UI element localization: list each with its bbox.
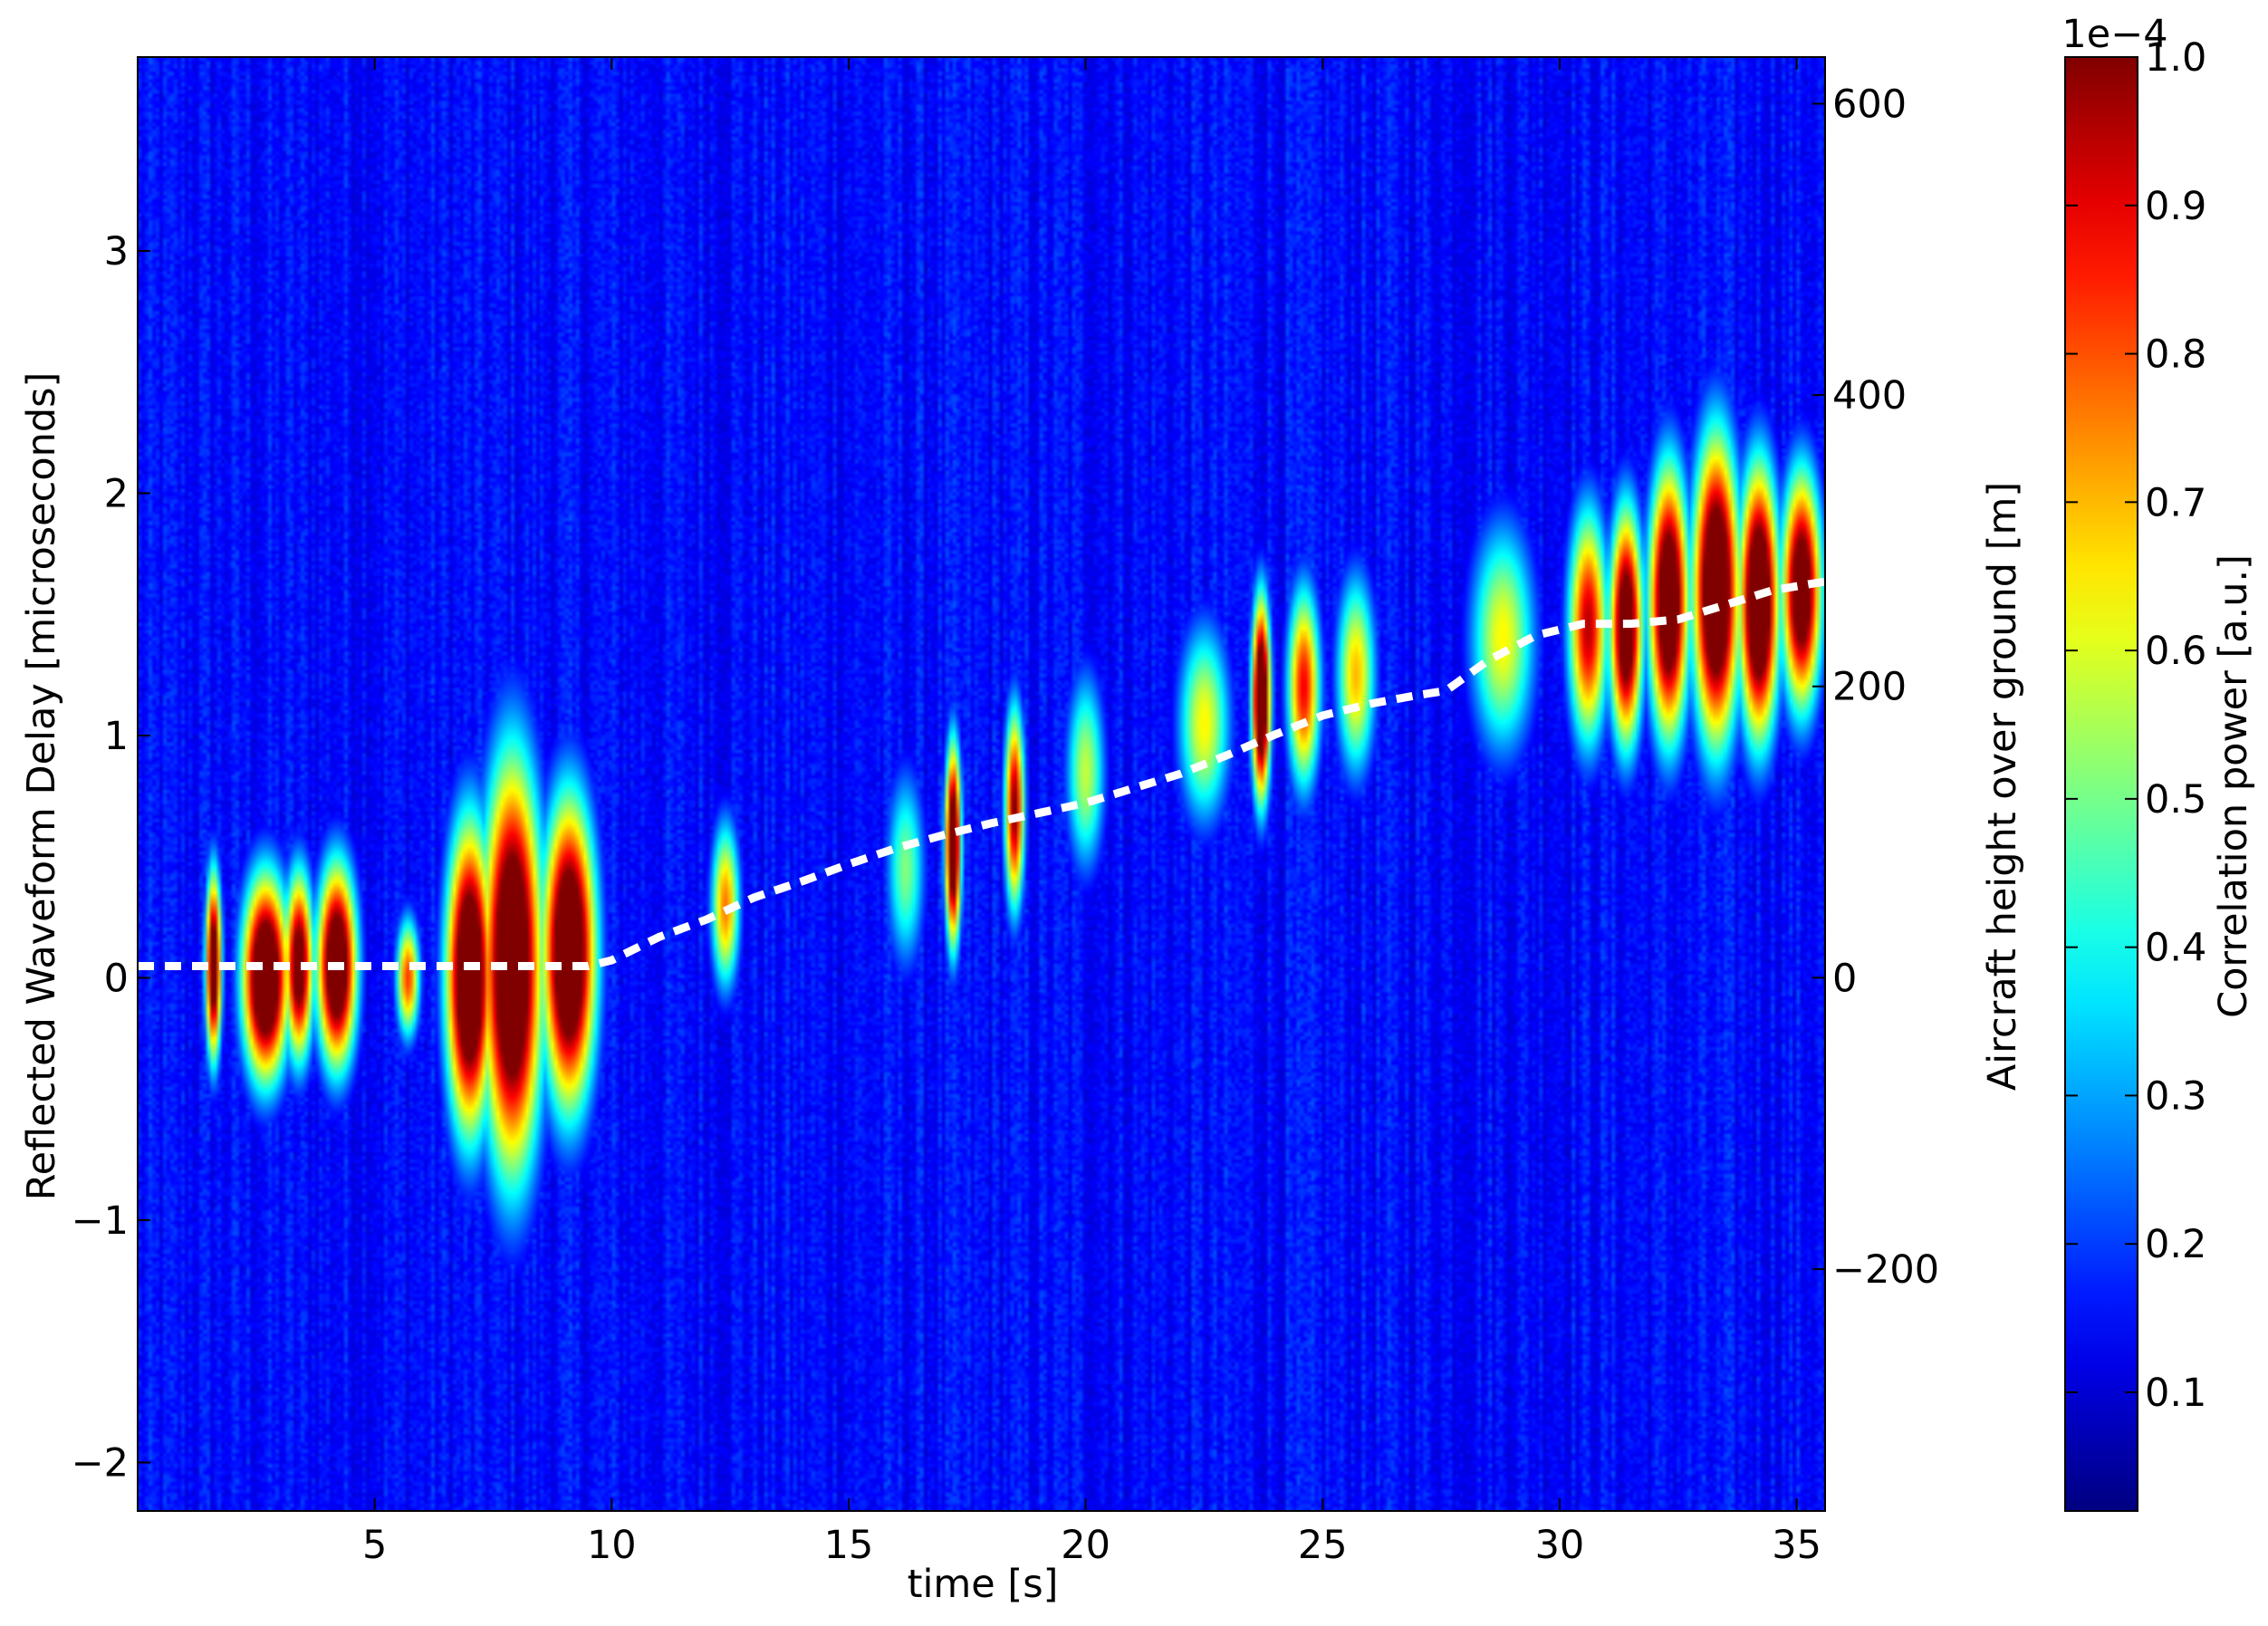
y-left-tick-label: 1 — [104, 714, 129, 759]
x-tick-label: 30 — [1535, 1523, 1585, 1568]
x-tick-label: 10 — [587, 1523, 637, 1568]
y-right-tick-label: 600 — [1832, 82, 1907, 127]
y-axis-right-label: Aircraft height over ground [m] — [1980, 482, 2025, 1091]
y-right-tick-label: 0 — [1832, 956, 1857, 1001]
colorbar-tick-label: 1.0 — [2145, 35, 2206, 81]
colorbar-tick-label: 0.8 — [2145, 332, 2206, 378]
x-axis-label: time [s] — [908, 1562, 1059, 1607]
y-left-tick-label: 2 — [104, 472, 129, 517]
y-right-tick-label: 400 — [1832, 373, 1907, 419]
x-tick-label: 15 — [824, 1523, 874, 1568]
colorbar-tick-label: 0.9 — [2145, 184, 2206, 229]
colorbar-label: Correlation power [a.u.] — [2211, 554, 2256, 1018]
height-line — [138, 577, 1826, 970]
y-right-tick-label: 200 — [1832, 665, 1907, 710]
y-left-tick-label: −2 — [72, 1441, 129, 1486]
y-left-tick-label: 0 — [104, 957, 129, 1002]
colorbar-bar — [2064, 56, 2138, 1512]
colorbar: 0.1 0.2 0.3 0.4 0.5 0.6 0.7 0.8 0.9 1.0 — [2064, 35, 2206, 1512]
x-tick-label: 35 — [1772, 1523, 1821, 1568]
colorbar-tick-label: 0.3 — [2145, 1073, 2206, 1119]
plot-frame — [137, 56, 1826, 1512]
colorbar-multiplier: 1e−4 — [2061, 12, 2167, 57]
x-tick-label: 5 — [362, 1523, 387, 1568]
colorbar-tick-label: 0.2 — [2145, 1222, 2206, 1267]
colorbar-tick-label: 0.1 — [2145, 1371, 2206, 1416]
colorbar-tick-label: 0.5 — [2145, 777, 2206, 823]
heatmap-image — [138, 57, 1825, 1511]
colorbar-tick-label: 0.6 — [2145, 629, 2206, 674]
y-axis-left-label: Reflected Waveform Delay [microseconds] — [19, 372, 64, 1201]
y-right-tick-label: −200 — [1832, 1247, 1939, 1293]
y-left-tick-label: −1 — [72, 1198, 129, 1244]
colorbar-tick-label: 0.4 — [2145, 926, 2206, 971]
x-tick-label: 20 — [1061, 1523, 1110, 1568]
x-tick-label: 25 — [1298, 1523, 1348, 1568]
y-left-tick-label: 3 — [104, 229, 129, 274]
colorbar-tick-label: 0.7 — [2145, 480, 2206, 525]
axis-labels: time [s] Reflected Waveform Delay [micro… — [19, 12, 2256, 1607]
plot-area: 5 10 15 20 25 30 35 −2 −1 0 1 2 3 −200 0 200 400 600 — [72, 56, 1939, 1568]
